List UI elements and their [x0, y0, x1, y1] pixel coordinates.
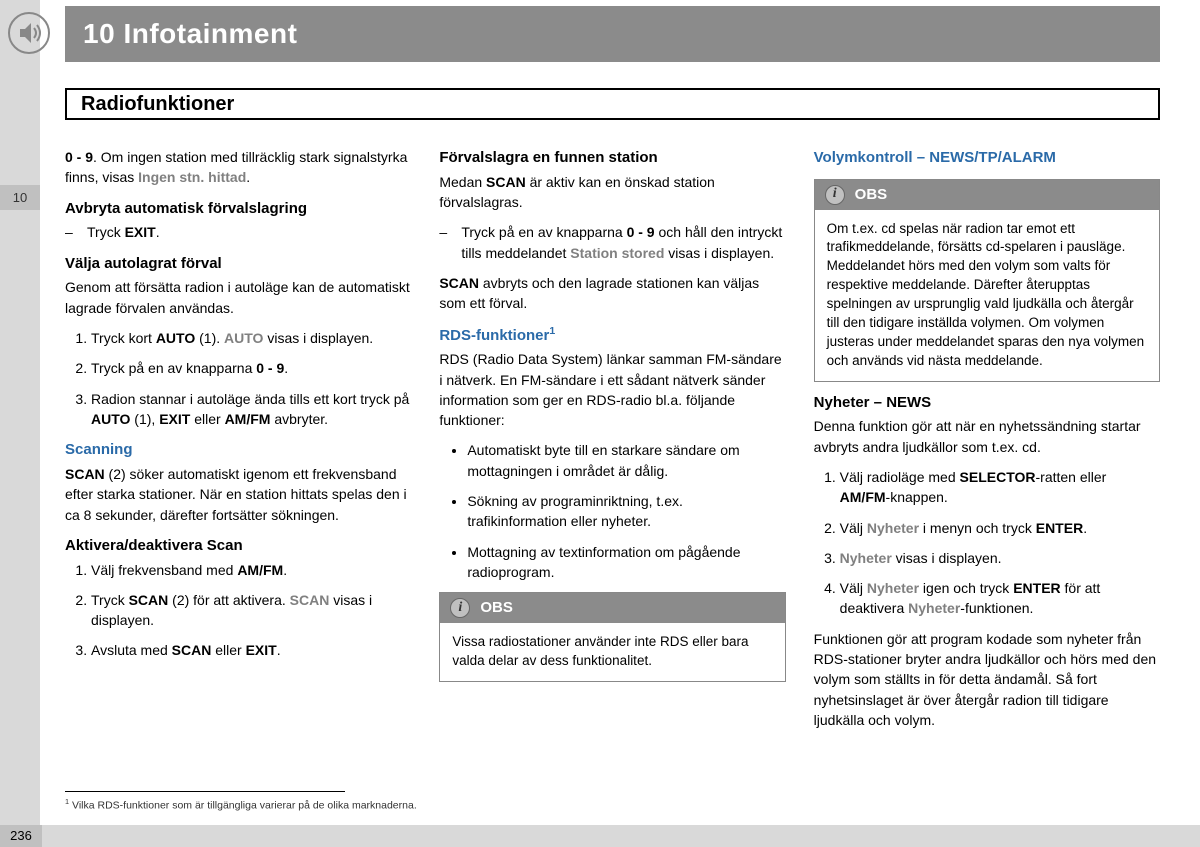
body-text: Genom att försätta radion i autoläge kan…	[65, 277, 411, 318]
side-margin	[0, 0, 40, 847]
body-text: Funktionen gör att program kodade som ny…	[814, 629, 1160, 730]
list-item: Sökning av programinriktning, t.ex. traf…	[467, 491, 785, 532]
info-icon: i	[825, 185, 845, 205]
list-cancel: Tryck EXIT.	[65, 222, 411, 242]
body-text: SCAN avbryts och den lagrade stationen k…	[439, 273, 785, 314]
list-item: Mottagning av textinformation om pågåend…	[467, 542, 785, 583]
note-box: i OBS Vissa radiostationer använder inte…	[439, 592, 785, 682]
note-title: OBS	[480, 597, 513, 619]
list-item: Nyheter visas i displayen.	[840, 548, 1160, 568]
heading-scanning: Scanning	[65, 439, 411, 461]
list-item: Välj Nyheter i menyn och tryck ENTER.	[840, 518, 1160, 538]
list-item: Välj Nyheter igen och tryck ENTER för at…	[840, 578, 1160, 619]
list-item: Tryck EXIT.	[87, 222, 411, 242]
list-store: Tryck på en av knapparna 0 - 9 och håll …	[439, 222, 785, 263]
list-item: Välj radioläge med SELECTOR-ratten eller…	[840, 467, 1160, 508]
list-item: Automatiskt byte till en starkare sändar…	[467, 440, 785, 481]
column-1: 0 - 9. Om ingen station med tillräcklig …	[65, 147, 411, 740]
note-body: Vissa radiostationer använder inte RDS e…	[440, 623, 784, 681]
ordered-list-scan: Välj frekvensband med AM/FM. Tryck SCAN …	[65, 560, 411, 661]
side-tab: 10	[0, 185, 40, 210]
footnote: 1 Vilka RDS-funktioner som är tillgängli…	[65, 797, 417, 812]
list-item: Välj frekvensband med AM/FM.	[91, 560, 411, 580]
heading-select-auto: Välja autolagrat förval	[65, 253, 411, 275]
column-3: Volymkontroll – NEWS/TP/ALARM i OBS Om t…	[814, 147, 1160, 740]
page-number: 236	[0, 825, 42, 847]
body-text: SCAN (2) söker automatiskt igenom ett fr…	[65, 464, 411, 525]
section-title: Radiofunktioner	[81, 93, 234, 116]
body-text: Denna funktion gör att när en nyhetssänd…	[814, 416, 1160, 457]
list-item: Tryck på en av knapparna 0 - 9.	[91, 358, 411, 378]
note-header: i OBS	[440, 593, 784, 623]
body-text: Medan SCAN är aktiv kan en önskad statio…	[439, 172, 785, 213]
list-item: Tryck SCAN (2) för att aktivera. SCAN vi…	[91, 590, 411, 631]
section-title-box: Radiofunktioner	[65, 88, 1160, 120]
list-item: Tryck kort AUTO (1). AUTO visas i displa…	[91, 328, 411, 348]
intro-text: 0 - 9. Om ingen station med tillräcklig …	[65, 147, 411, 188]
columns: 0 - 9. Om ingen station med tillräcklig …	[65, 147, 1160, 740]
info-icon: i	[450, 598, 470, 618]
bullet-list-rds: Automatiskt byte till en starkare sändar…	[439, 440, 785, 582]
note-box: i OBS Om t.ex. cd spelas när radion tar …	[814, 179, 1160, 382]
column-2: Förvalslagra en funnen station Medan SCA…	[439, 147, 785, 740]
heading-cancel-autostore: Avbryta automatisk förvalslagring	[65, 198, 411, 220]
heading-volume: Volymkontroll – NEWS/TP/ALARM	[814, 147, 1160, 169]
footer-bar	[0, 825, 1200, 847]
ordered-list-auto: Tryck kort AUTO (1). AUTO visas i displa…	[65, 328, 411, 429]
sound-icon	[8, 12, 50, 54]
header-bar: 10 Infotainment	[65, 6, 1160, 62]
heading-news: Nyheter – NEWS	[814, 392, 1160, 414]
heading-activate-scan: Aktivera/deaktivera Scan	[65, 535, 411, 557]
heading-store-station: Förvalslagra en funnen station	[439, 147, 785, 169]
body-text: RDS (Radio Data System) länkar samman FM…	[439, 349, 785, 430]
ordered-list-news: Välj radioläge med SELECTOR-ratten eller…	[814, 467, 1160, 619]
list-item: Avsluta med SCAN eller EXIT.	[91, 640, 411, 660]
list-item: Radion stannar i autoläge ända tills ett…	[91, 389, 411, 430]
note-title: OBS	[855, 184, 888, 206]
note-body: Om t.ex. cd spelas när radion tar emot e…	[815, 210, 1159, 381]
note-header: i OBS	[815, 180, 1159, 210]
chapter-title: 10 Infotainment	[83, 18, 297, 50]
footnote-rule	[65, 791, 345, 792]
list-item: Tryck på en av knapparna 0 - 9 och håll …	[461, 222, 785, 263]
heading-rds: RDS-funktioner1	[439, 324, 785, 347]
page: 10 10 Infotainment Radiofunktioner 0 - 9…	[0, 0, 1200, 847]
